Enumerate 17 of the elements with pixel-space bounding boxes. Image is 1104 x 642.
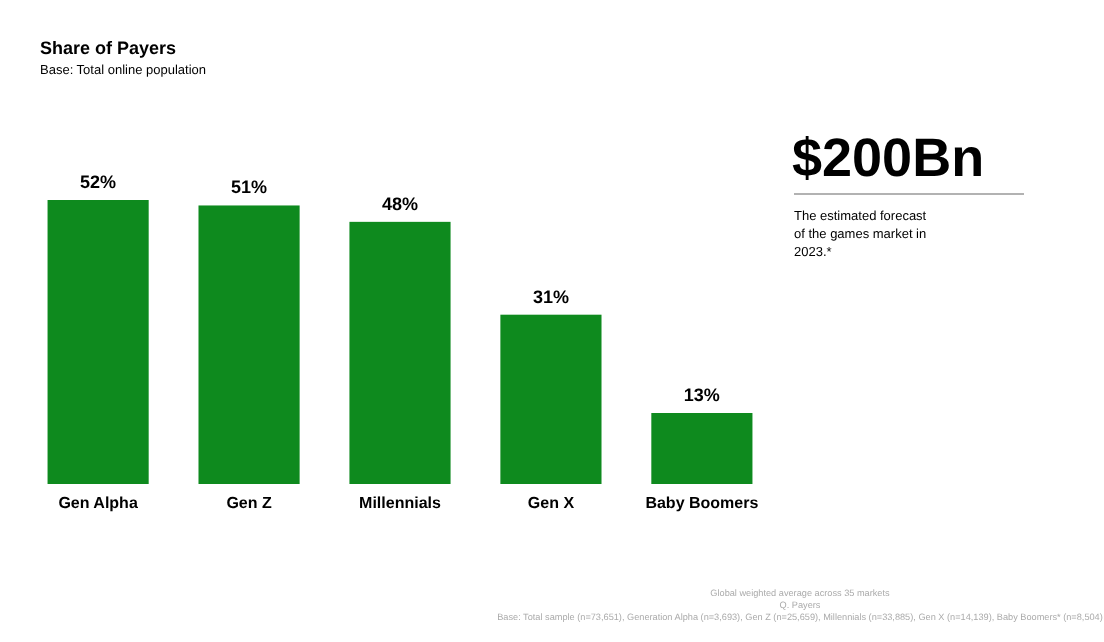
bar [651, 413, 753, 484]
data-label: 13% [683, 385, 720, 405]
bar [198, 205, 300, 484]
data-label: 31% [532, 286, 569, 307]
data-label: 48% [381, 193, 419, 214]
x-tick-label: Millennials [359, 494, 442, 512]
data-label: 52% [80, 172, 117, 192]
x-tick-label: Gen Alpha [58, 494, 139, 512]
x-tick-label: Baby Boomers [645, 494, 760, 512]
text: $200Bn [792, 128, 985, 188]
chart-title: Share of Payers [40, 38, 177, 58]
x-tick-label: Gen Z [226, 494, 272, 512]
x-tick-label: Gen X [527, 494, 576, 512]
bar [500, 314, 602, 484]
bar [349, 221, 451, 484]
data-label: 51% [231, 177, 268, 198]
bar [47, 200, 149, 484]
